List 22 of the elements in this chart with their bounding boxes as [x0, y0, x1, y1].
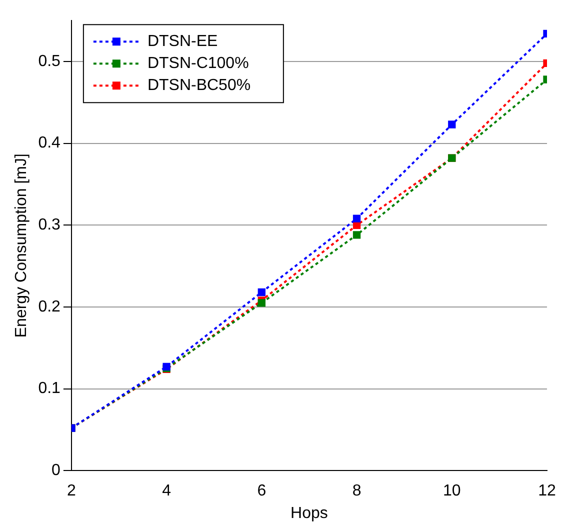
x-tick-label: 2 — [66, 482, 76, 500]
x-tick-label: 12 — [538, 482, 556, 500]
point — [352, 231, 361, 239]
y-tick-label: 0.3 — [38, 216, 61, 234]
x-axis-title: Hops — [290, 504, 328, 522]
point — [352, 214, 361, 222]
y-tick-label: 0.2 — [38, 298, 61, 316]
x-tick-label: 4 — [162, 482, 172, 500]
legend-label: DTSN-C100% — [147, 55, 249, 72]
y-tick-label: 0 — [52, 462, 61, 480]
point — [258, 288, 266, 296]
point — [258, 299, 266, 307]
y-tick-label: 0.4 — [38, 134, 61, 152]
y-axis-title: Energy Consumption [mJ] — [13, 154, 30, 338]
x-tick-label: 8 — [352, 482, 362, 500]
y-tick-label: 0.5 — [38, 52, 61, 70]
point — [448, 120, 456, 128]
x-tick-label: 6 — [257, 482, 266, 500]
y-tick-label: 0.1 — [38, 380, 61, 398]
legend-label: DTSN-EE — [147, 33, 218, 50]
x-tick-label: 10 — [442, 482, 461, 500]
legend-label: DTSN-BC50% — [147, 77, 251, 94]
